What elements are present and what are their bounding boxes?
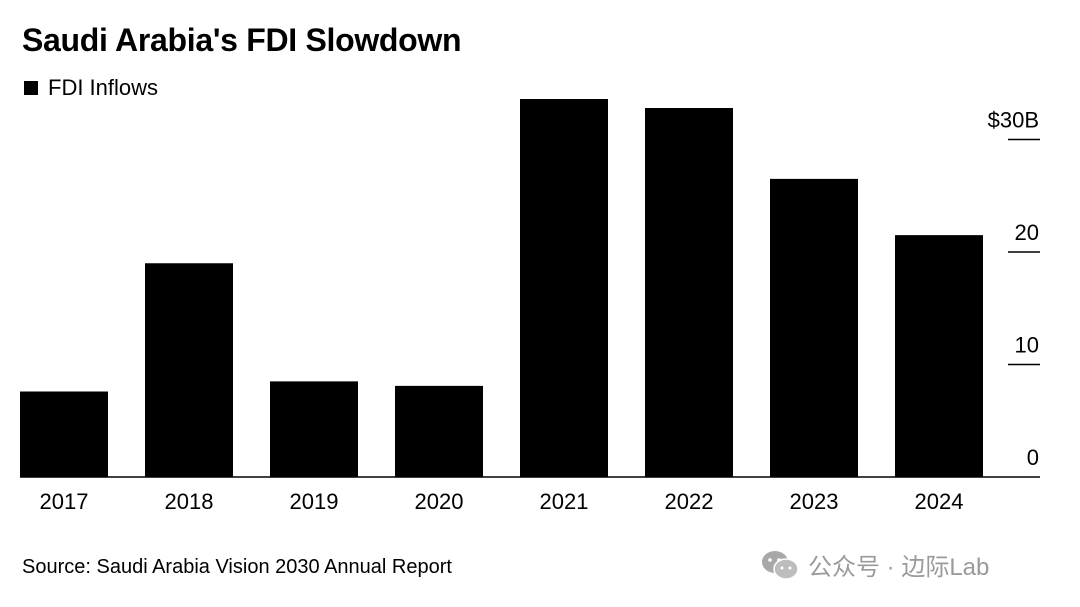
legend-swatch: [24, 81, 38, 95]
x-tick-label: 2020: [415, 489, 464, 514]
bar-2021: [520, 99, 608, 477]
bar-2020: [395, 385, 483, 477]
bar-chart: 2017 2018 2019 2020 2021 2022 2023 2024 0 10 20 $30…: [20, 99, 1040, 514]
x-tick-label: 2023: [790, 489, 839, 514]
bar-2019: [270, 381, 358, 477]
bar-2022: [645, 108, 733, 477]
watermark-text: 公众号 · 边际Lab: [808, 554, 990, 581]
y-tick-label: 20: [1015, 220, 1039, 245]
watermark: 公众号 · 边际Lab: [760, 547, 989, 582]
y-tick-label: 10: [1015, 333, 1039, 358]
x-tick-label: 2022: [665, 489, 714, 514]
y-tick-label: 0: [1027, 445, 1039, 470]
x-tick-label: 2021: [540, 489, 589, 514]
legend: FDI Inflows: [24, 75, 158, 101]
bar-2024: [895, 235, 983, 477]
legend-label: FDI Inflows: [48, 75, 159, 100]
bar-2023: [770, 178, 858, 477]
y-tick-label: $30B: [988, 108, 1039, 133]
x-tick-label: 2017: [40, 489, 89, 514]
x-tick-label: 2024: [915, 489, 964, 514]
x-tick-label: 2019: [290, 489, 339, 514]
chart-title: Saudi Arabia's FDI Slowdown: [22, 22, 462, 58]
x-tick-label: 2018: [165, 489, 214, 514]
wechat-icon: [762, 550, 799, 580]
bar-2017: [20, 391, 108, 477]
source-note: Source: Saudi Arabia Vision 2030 Annual …: [22, 556, 452, 578]
bar-2018: [145, 263, 233, 477]
